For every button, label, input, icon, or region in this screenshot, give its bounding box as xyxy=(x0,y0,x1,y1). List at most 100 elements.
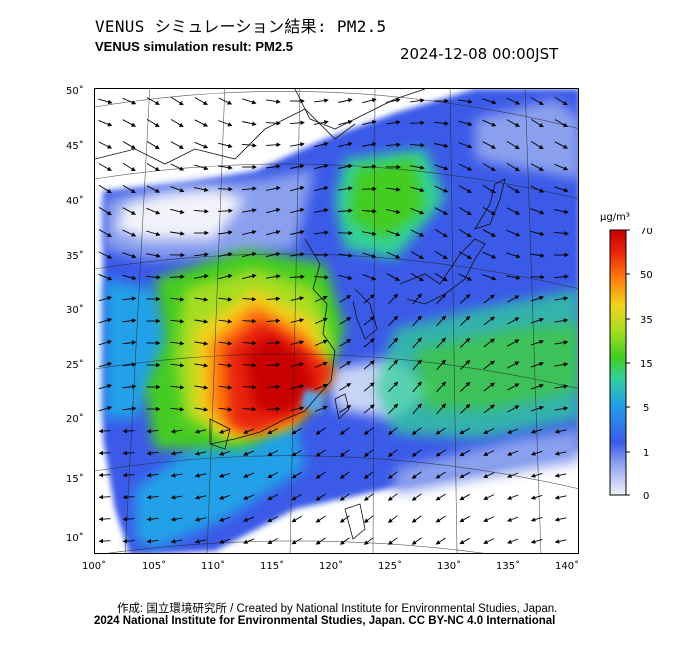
wind-arrow xyxy=(386,187,401,192)
wind-arrow xyxy=(122,229,137,237)
wind-arrow xyxy=(313,230,329,235)
wind-arrow xyxy=(362,252,377,259)
wind-arrow xyxy=(338,164,353,169)
wind-arrow xyxy=(458,120,473,127)
wind-arrow xyxy=(362,120,377,126)
wind-arrow xyxy=(530,428,543,434)
wind-arrow xyxy=(339,449,350,457)
lat-tick-25: 25˚ xyxy=(66,360,84,371)
wind-arrow xyxy=(458,99,473,104)
wind-arrow xyxy=(98,538,111,544)
wind-arrow xyxy=(314,383,328,390)
wind-arrow xyxy=(122,340,137,345)
wind-arrow xyxy=(170,407,185,412)
map-canvas xyxy=(95,89,578,553)
wind-arrow xyxy=(507,472,519,478)
wind-arrow xyxy=(122,428,135,434)
wind-arrow xyxy=(482,229,496,237)
wind-arrow xyxy=(435,515,446,523)
lon-tick-115: 115˚ xyxy=(260,561,285,572)
wind-arrow xyxy=(507,361,520,369)
wind-arrow xyxy=(554,406,569,411)
wind-arrow xyxy=(315,515,326,523)
wind-arrow xyxy=(290,318,305,323)
wind-arrow xyxy=(387,427,398,435)
wind-arrow xyxy=(217,186,233,192)
wind-arrow xyxy=(98,185,112,194)
wind-arrow xyxy=(507,383,520,391)
wind-arrow xyxy=(553,231,569,236)
pm25-map xyxy=(94,88,579,554)
wind-arrow xyxy=(266,229,281,236)
wind-arrow xyxy=(170,341,185,346)
wind-arrow xyxy=(290,362,305,367)
wind-arrow xyxy=(146,119,160,128)
wind-arrow xyxy=(217,208,233,214)
wind-arrow xyxy=(218,273,233,280)
wind-arrow xyxy=(386,208,401,214)
wind-arrow xyxy=(290,230,305,235)
wind-arrow xyxy=(411,427,422,435)
wind-arrow xyxy=(98,273,113,281)
wind-arrow xyxy=(265,120,281,126)
wind-arrow xyxy=(194,297,209,302)
wind-arrow xyxy=(363,360,375,370)
wind-arrow xyxy=(338,119,353,126)
wind-arrow xyxy=(194,473,207,478)
wind-arrow xyxy=(98,362,113,368)
wind-arrow xyxy=(554,539,567,544)
wind-arrow xyxy=(435,449,446,457)
wind-arrow xyxy=(242,318,257,324)
wind-arrow xyxy=(554,209,569,214)
wind-arrow xyxy=(290,296,305,301)
wind-arrow xyxy=(338,186,353,191)
wind-arrow xyxy=(243,538,255,544)
wind-arrow xyxy=(243,516,255,522)
wind-arrow xyxy=(459,471,471,479)
wind-arrow xyxy=(291,427,302,435)
wind-arrow xyxy=(554,517,567,522)
wind-arrow xyxy=(314,317,328,324)
wind-arrow xyxy=(170,539,183,544)
wind-arrow xyxy=(266,362,281,368)
wind-arrow xyxy=(170,208,185,215)
wind-arrow xyxy=(122,450,135,456)
wind-arrow xyxy=(387,515,398,523)
wind-arrow xyxy=(194,119,208,127)
wind-arrow xyxy=(170,473,183,478)
wind-arrow xyxy=(314,141,329,148)
wind-arrow xyxy=(507,405,520,413)
wind-arrow xyxy=(242,296,257,302)
wind-arrow xyxy=(194,97,208,105)
wind-arrow xyxy=(506,163,520,172)
wind-arrow xyxy=(170,231,185,236)
wind-arrow xyxy=(506,185,520,193)
wind-arrow xyxy=(483,494,495,500)
wind-arrow xyxy=(409,120,425,126)
wind-arrow xyxy=(386,273,400,281)
wind-arrow xyxy=(241,186,257,191)
wind-arrow xyxy=(314,98,329,103)
wind-arrow xyxy=(98,207,112,216)
wind-arrow xyxy=(483,382,495,392)
colorbar-unit: μg/m³ xyxy=(600,212,630,223)
wind-arrow xyxy=(339,471,350,479)
wind-arrow xyxy=(433,121,449,126)
wind-arrow xyxy=(122,362,137,367)
wind-arrow xyxy=(554,384,569,389)
wind-arrow xyxy=(362,142,377,147)
wind-arrow xyxy=(122,406,137,411)
wind-arrow xyxy=(243,450,255,456)
wind-arrow xyxy=(482,207,496,216)
wind-arrow xyxy=(339,405,352,413)
wind-arrow xyxy=(507,538,519,544)
wind-arrow xyxy=(435,537,446,545)
wind-arrow xyxy=(242,208,257,213)
wind-arrow xyxy=(338,274,353,281)
lat-tick-45: 45˚ xyxy=(66,141,84,152)
wind-arrow xyxy=(388,403,399,415)
wind-arrow xyxy=(314,186,329,192)
wind-arrow xyxy=(242,384,257,390)
wind-arrow xyxy=(194,429,207,434)
wind-arrow xyxy=(170,319,185,324)
